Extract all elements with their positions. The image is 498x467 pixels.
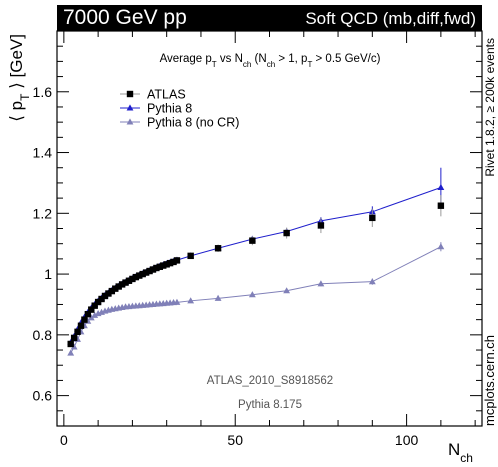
data-point (146, 267, 153, 275)
title-bar: 7000 GeV pp Soft QCD (mb,diff,fwd) (57, 5, 482, 31)
legend-marker (126, 104, 134, 111)
data-point (214, 294, 222, 301)
data-point (91, 302, 98, 309)
data-point (187, 252, 194, 260)
series-line (70, 187, 442, 343)
data-point (437, 183, 445, 191)
data-point (77, 322, 85, 329)
y-tick-label: 1.4 (33, 145, 53, 161)
series-layer (67, 167, 445, 356)
data-point (105, 290, 112, 297)
data-point (187, 297, 195, 304)
data-point (70, 334, 78, 342)
axis-tick-labels: 0 50 100 0.6 0.8 1 1.2 1.4 1.6 (33, 84, 419, 448)
legend-label: Pythia 8 (no CR) (147, 116, 239, 130)
data-point (136, 272, 143, 279)
y-tick-label: 1 (44, 266, 52, 282)
plot-frame (56, 30, 483, 427)
legend-label: Pythia 8 (147, 102, 192, 116)
data-point (214, 245, 222, 252)
y-tick-label: 0.8 (33, 327, 53, 343)
data-point (369, 214, 376, 222)
y-tick-label: 0.6 (33, 388, 53, 404)
data-point (248, 291, 256, 298)
data-point (173, 257, 181, 264)
data-point (98, 295, 105, 303)
series-pythia-8 (67, 167, 445, 345)
legend-item: Pythia 8 (120, 102, 192, 116)
legend-marker (126, 90, 134, 98)
data-point (437, 202, 445, 209)
chart-title: Average pT vs Nch (Nch > 1, pT > 0.5 GeV… (160, 53, 381, 69)
series-atlas (67, 195, 445, 348)
legend-item: ATLAS (120, 88, 186, 102)
data-point (88, 306, 95, 313)
data-point (368, 278, 376, 285)
data-point (112, 285, 119, 292)
series-line (70, 246, 442, 354)
data-point (149, 266, 157, 273)
generator-label: Pythia 8.175 (238, 399, 302, 411)
data-point (125, 277, 133, 284)
data-point (163, 261, 170, 268)
data-point (132, 273, 140, 281)
legend-item: Pythia 8 (no CR) (120, 116, 239, 130)
data-point (118, 281, 126, 288)
y-axis-label: ⟨ pT ⟩ [GeV] (7, 34, 32, 122)
data-point (166, 259, 174, 267)
data-point (283, 229, 290, 237)
data-point (142, 269, 150, 276)
data-point (139, 270, 146, 278)
process-title: Soft QCD (mb,diff,fwd) (305, 9, 476, 28)
data-point (173, 298, 181, 305)
data-point (249, 237, 256, 244)
series-pythia-8-no-cr (67, 242, 445, 356)
x-tick-label: 100 (395, 432, 419, 448)
data-point (91, 311, 99, 318)
data-point (108, 287, 116, 295)
y-tick-label: 1.6 (33, 84, 53, 100)
data-point (67, 340, 74, 348)
x-axis-label: Nch (448, 440, 473, 465)
data-point (122, 279, 129, 286)
data-point (94, 298, 102, 306)
site-label: mcplots.cern.ch (482, 335, 497, 426)
energy-title: 7000 GeV pp (63, 6, 187, 29)
y-tick-label: 1.2 (33, 205, 53, 221)
data-point (81, 316, 88, 323)
x-tick-label: 0 (60, 432, 68, 448)
data-point (74, 328, 81, 336)
data-point (317, 222, 325, 229)
legend-label: ATLAS (147, 88, 186, 102)
data-point (437, 243, 445, 250)
data-point (129, 275, 136, 283)
data-point (283, 287, 291, 294)
data-point (156, 263, 164, 270)
data-point (70, 343, 78, 350)
data-point (170, 258, 177, 266)
data-point (87, 314, 95, 321)
data-point (101, 292, 109, 300)
data-point (317, 280, 325, 287)
data-point (67, 349, 75, 356)
data-point (153, 264, 160, 272)
data-point (84, 310, 92, 318)
analysis-id-label: ATLAS_2010_S8918562 (207, 375, 333, 387)
legend-marker (126, 118, 134, 125)
data-point (160, 262, 167, 269)
x-tick-label: 50 (227, 432, 243, 448)
data-point (115, 283, 122, 290)
axis-ticks (57, 30, 482, 427)
rivet-version-label: Rivet 1.8.2, ≥ 200k events (483, 38, 497, 177)
